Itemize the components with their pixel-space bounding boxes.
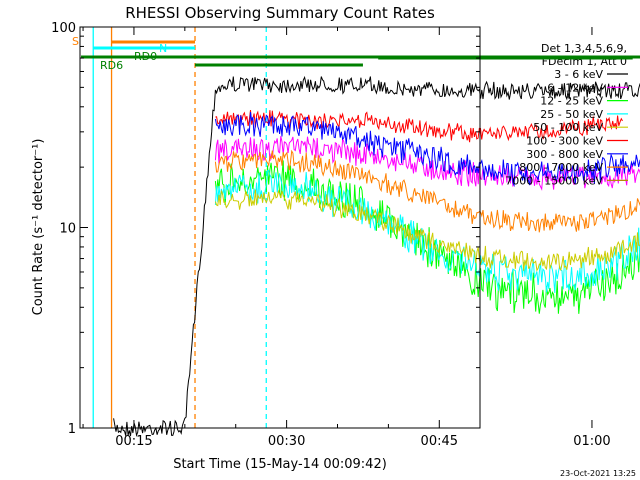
legend-label: 50 - 100 keV — [533, 121, 603, 134]
legend-label: 6 - 12 keV — [547, 81, 603, 94]
chart-title: RHESSI Observing Summary Count Rates — [125, 4, 435, 22]
legend-label: 100 - 300 keV — [526, 135, 603, 148]
x-axis-label: Start Time (15-May-14 00:09:42) — [173, 457, 387, 472]
series-line-5 — [214, 189, 640, 272]
y-tick-label: 10 — [59, 222, 76, 237]
series-line-8 — [214, 149, 640, 233]
legend-label: 12 - 25 keV — [540, 95, 603, 108]
series-line-4 — [214, 169, 640, 294]
flag-label-rd0: RD0 — [134, 50, 157, 63]
flag-label-s: S — [72, 35, 79, 48]
legend-label: 7000 - 15000 keV — [505, 174, 603, 187]
legend-label: 3 - 6 keV — [554, 68, 603, 81]
y-tick-label: 1 — [68, 422, 76, 437]
series-line-7 — [214, 112, 640, 188]
y-axis-label: Count Rate (s⁻¹ detector⁻¹) — [31, 139, 46, 316]
legend-label: 25 - 50 keV — [540, 108, 603, 121]
series-line-3 — [214, 160, 640, 314]
flag-label-n: N — [159, 42, 167, 55]
series-line-1 — [113, 75, 640, 438]
x-tick-label: 00:15 — [115, 434, 152, 449]
x-tick-label: 00:30 — [268, 434, 305, 449]
series-line-2 — [214, 136, 640, 191]
legend-header-line-1: Det 1,3,4,5,6,9, — [541, 42, 627, 55]
x-tick-label: 00:45 — [421, 434, 458, 449]
legend-label: 800 - 7000 keV — [519, 161, 603, 174]
flag-label-rd6: RD6 — [100, 59, 123, 72]
legend-label: 300 - 800 keV — [526, 148, 603, 161]
y-tick-label: 100 — [51, 21, 76, 36]
x-tick-label: 01:00 — [573, 434, 610, 449]
footer-date: 23-Oct-2021 13:25 — [560, 469, 636, 478]
